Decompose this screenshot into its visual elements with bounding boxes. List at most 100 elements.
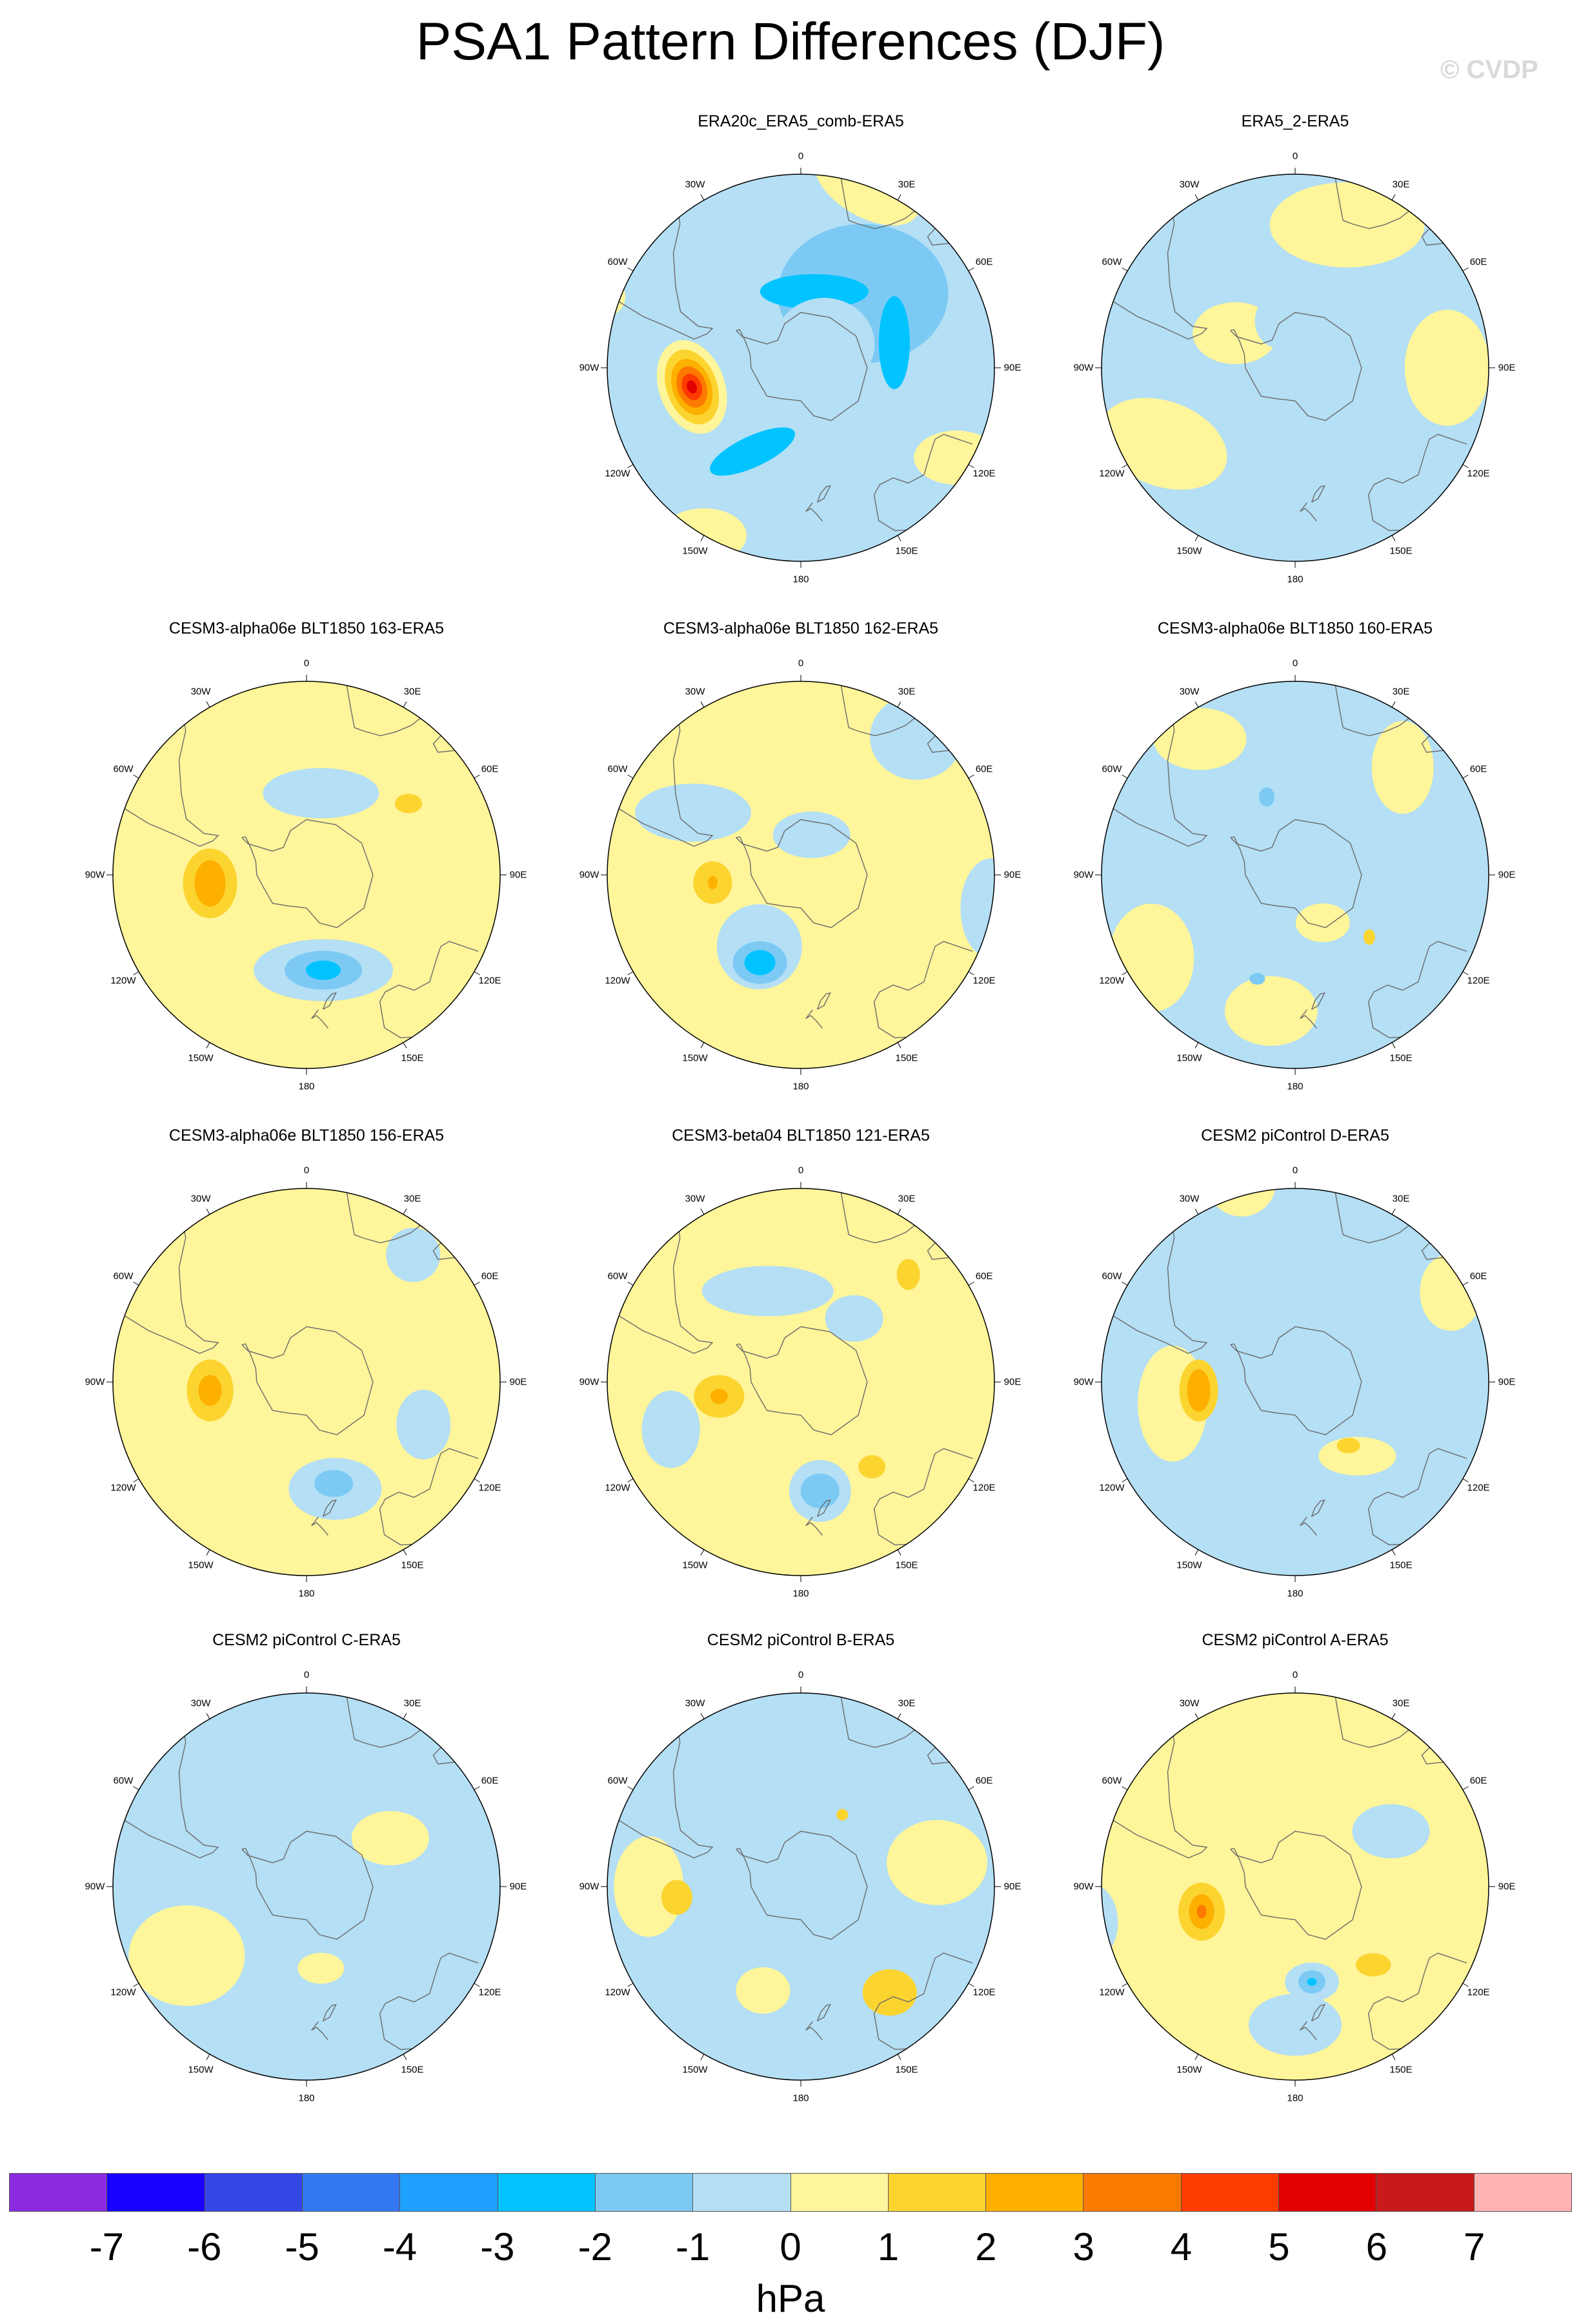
longitude-label: 120W (605, 468, 630, 479)
longitude-tick (1122, 464, 1128, 468)
colorbar-swatch (400, 2174, 498, 2211)
longitude-label: 90E (1498, 1881, 1516, 1892)
longitude-tick (206, 1549, 210, 1556)
coastline-australia (1367, 434, 1467, 532)
field-background (113, 1188, 500, 1576)
longitude-label: 150E (401, 1559, 424, 1571)
contour-region (1336, 1437, 1360, 1454)
coastline-nz2 (1311, 2003, 1325, 2022)
longitude-label: 150E (401, 1052, 424, 1064)
longitude-tick (1462, 971, 1469, 976)
contour-region (710, 1388, 728, 1405)
contour-region (74, 1309, 112, 1340)
longitude-tick (1122, 971, 1128, 976)
longitude-tick (700, 1208, 705, 1215)
longitude-tick (627, 1281, 634, 1286)
map-panel: CESM3-beta04 BLT1850 121-ERA5 0 30E 60E 90E 1… (554, 1127, 1048, 1634)
longitude-tick (1122, 1983, 1128, 1987)
contour-region (343, 2036, 383, 2049)
longitude-tick (133, 1281, 139, 1286)
longitude-tick (1194, 1713, 1199, 1719)
longitude-label: 60W (113, 1775, 134, 1787)
longitude-tick (627, 1478, 634, 1483)
longitude-label: 30W (190, 1698, 211, 1709)
longitude-label: 180 (1287, 2092, 1304, 2104)
longitude-tick (700, 2054, 705, 2060)
contour-region (1269, 182, 1425, 268)
coastline-southAmerica (124, 1736, 219, 1859)
longitude-label: 60W (1102, 256, 1122, 268)
coastline-nz1 (1300, 2021, 1317, 2041)
coastline-madagascar (432, 1747, 455, 1765)
longitude-tick (627, 971, 634, 976)
coastline-antarctica (241, 1326, 374, 1436)
longitude-label: 60W (1102, 1775, 1122, 1787)
panel-title: CESM3-alpha06e BLT1850 160-ERA5 (1157, 619, 1433, 637)
contour-region (772, 811, 851, 858)
longitude-label: 120W (110, 1987, 136, 1998)
longitude-label: 150E (1389, 545, 1413, 557)
coastline-madagascar (1421, 735, 1444, 753)
map-panel: CESM2 piControl C-ERA5 0 30E 60E 90E 120E 150E… (59, 1631, 554, 2138)
longitude-label: 120E (478, 1987, 501, 1998)
coastline-madagascar (432, 1242, 455, 1260)
longitude-label: 30E (1392, 179, 1410, 190)
longitude-label: 30E (1392, 1698, 1410, 1709)
longitude-label: 90E (1003, 362, 1022, 374)
contour-region (263, 768, 379, 819)
contour-region (1153, 708, 1247, 770)
contour-region (709, 427, 796, 476)
contour-region (687, 380, 698, 394)
longitude-label: 0 (798, 1165, 804, 1176)
longitude-label: 150W (1176, 1052, 1202, 1064)
longitude-label: 120E (1467, 1482, 1490, 1494)
coastline-nz1 (311, 1516, 328, 1536)
panel-title: CESM2 piControl D-ERA5 (1201, 1127, 1389, 1145)
longitude-label: 0 (1292, 150, 1298, 162)
contour-region (736, 1967, 790, 2014)
longitude-tick (474, 774, 480, 779)
contour-region (1295, 903, 1350, 943)
longitude-label: 30W (190, 1193, 211, 1205)
longitude-label: 60E (1469, 256, 1487, 268)
longitude-label: 90E (1498, 362, 1516, 374)
field-background (113, 681, 500, 1068)
contour-region (1307, 1978, 1317, 1986)
contour-region (1254, 294, 1302, 348)
contour-region (744, 950, 776, 976)
longitude-label: 150W (682, 545, 708, 557)
contour-region (1206, 1188, 1276, 1217)
longitude-tick (1462, 464, 1469, 468)
coastline-nz2 (816, 992, 831, 1010)
longitude-label: 180 (792, 1588, 809, 1599)
longitude-tick (1462, 267, 1469, 272)
longitude-tick (206, 701, 210, 708)
longitude-tick (1391, 194, 1396, 201)
longitude-label: 60W (607, 256, 628, 268)
panel-title: CESM2 piControl C-ERA5 (212, 1631, 401, 1649)
longitude-label: 30E (403, 686, 421, 697)
longitude-tick (627, 1983, 634, 1987)
longitude-label: 60E (481, 1270, 499, 1282)
coastline-australia (873, 941, 973, 1039)
coastline-australia (379, 941, 479, 1039)
longitude-tick (1122, 774, 1128, 779)
panel-title: CESM3-beta04 BLT1850 121-ERA5 (672, 1127, 930, 1145)
longitude-label: 30E (1392, 686, 1410, 697)
contour-region (878, 296, 910, 390)
longitude-label: 0 (798, 150, 804, 162)
contour-region (297, 1952, 345, 1984)
contour-region (1259, 787, 1275, 807)
coastline-madagascar (927, 1747, 949, 1765)
colorbar-swatch (498, 2174, 596, 2211)
longitude-tick (897, 1042, 901, 1048)
coastline-nz1 (1300, 1516, 1317, 1536)
longitude-label: 90W (85, 869, 105, 881)
coastline-australia (873, 434, 973, 532)
contour-region (1404, 310, 1489, 426)
longitude-tick (700, 1042, 705, 1048)
contour-region (1420, 1253, 1482, 1331)
colorbar-tick-label: -2 (578, 2225, 612, 2269)
longitude-label: 150E (895, 2064, 918, 2076)
coastline-southAmerica (1113, 1736, 1208, 1859)
